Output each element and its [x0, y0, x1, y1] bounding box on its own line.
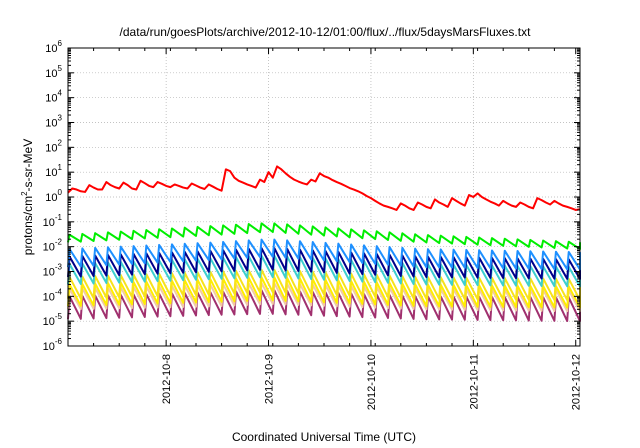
y-tick-label: 100 [45, 188, 62, 204]
y-tick-label: 103 [45, 114, 62, 130]
y-tick-label: 10-2 [43, 238, 63, 254]
y-tick-label: 10-1 [43, 213, 63, 229]
x-axis-title: Coordinated Universal Time (UTC) [232, 430, 416, 444]
x-tick-label: 2012-10-8 [161, 354, 173, 404]
series-line-5 [67, 268, 581, 302]
series-line-2 [67, 238, 581, 271]
x-axis: 2012-10-8 2012-10-9 2012-10-10 2012-10-11 20… [67, 48, 583, 410]
y-axis: 10-6 10-5 10-4 10-3 10-2 10-1 100 101 102 103 104 1… [43, 39, 580, 353]
x-tick-label: 2012-10-10 [366, 354, 378, 410]
y-tick-label: 10-4 [43, 287, 63, 303]
y-tick-label: 105 [45, 64, 62, 80]
y-tick-label: 10-5 [43, 312, 63, 328]
series-layer [67, 165, 581, 323]
y-tick-label: 106 [45, 39, 62, 55]
chart-title: /data/run/goesPlots/archive/2012-10-12/0… [120, 25, 532, 39]
y-tick-label: 10-6 [43, 337, 63, 353]
x-tick-label: 2012-10-12 [571, 354, 583, 410]
y-tick-label: 101 [45, 163, 62, 179]
x-tick-label: 2012-10-9 [264, 354, 276, 404]
series-line-0 [67, 165, 581, 211]
x-tick-label: 2012-10-11 [468, 354, 480, 409]
y-tick-label: 10-3 [43, 263, 63, 279]
series-line-1 [67, 222, 581, 251]
y-axis-title: protons/cm2-s-sr-MeV [20, 139, 35, 255]
y-tick-label: 104 [45, 89, 62, 105]
y-tick-label: 102 [45, 138, 62, 154]
series-line-3 [67, 247, 581, 280]
